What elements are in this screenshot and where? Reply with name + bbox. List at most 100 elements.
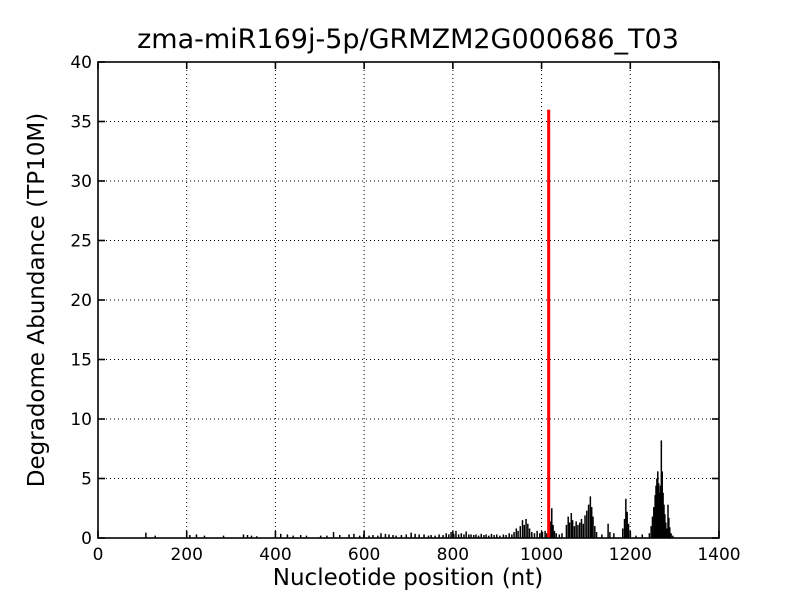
spike-bar bbox=[490, 533, 493, 538]
spike-bar bbox=[395, 535, 397, 538]
spike-bar bbox=[508, 533, 510, 538]
spike-bar bbox=[493, 535, 495, 538]
spike-bar bbox=[450, 532, 452, 538]
spike-bar bbox=[445, 533, 447, 538]
spike-bar bbox=[662, 492, 664, 538]
spike-bar bbox=[613, 533, 615, 538]
spike-bar bbox=[455, 530, 457, 538]
spike-bar bbox=[666, 528, 668, 538]
spike-bar bbox=[539, 533, 541, 538]
spike-bar bbox=[594, 526, 596, 538]
spike-bar bbox=[372, 535, 374, 538]
spike-bar bbox=[589, 496, 592, 538]
spike-bar bbox=[527, 523, 529, 538]
spike-bar bbox=[577, 524, 579, 538]
spike-bar bbox=[595, 532, 598, 538]
spike-bar bbox=[648, 533, 651, 538]
spike-bar bbox=[377, 535, 379, 538]
y-tick-label: 40 bbox=[70, 53, 92, 73]
spike-bar bbox=[580, 518, 583, 538]
spike-bar bbox=[635, 535, 637, 538]
spike-bar bbox=[651, 516, 654, 538]
spike-bar bbox=[470, 534, 472, 538]
spike-bar bbox=[380, 533, 382, 538]
y-tick-label: 0 bbox=[81, 529, 92, 549]
spike-bar bbox=[555, 533, 557, 538]
spike-bar bbox=[145, 532, 147, 538]
spike-bar bbox=[625, 498, 627, 538]
spike-bar bbox=[222, 535, 225, 538]
spike-bar bbox=[541, 532, 544, 538]
y-tick-label: 15 bbox=[70, 351, 92, 371]
spike-bar bbox=[465, 531, 467, 538]
y-tick-label: 10 bbox=[70, 410, 92, 430]
spike-bar bbox=[463, 534, 465, 538]
tick-marks bbox=[97, 61, 720, 539]
spike-bar bbox=[434, 535, 436, 538]
spike-bar bbox=[658, 492, 661, 538]
spike-bar bbox=[663, 504, 665, 538]
spike-bar bbox=[650, 526, 652, 538]
spike-bar bbox=[575, 521, 577, 538]
spike-bar bbox=[358, 535, 361, 538]
spike-bar bbox=[460, 533, 463, 538]
spike-bar bbox=[656, 478, 658, 538]
spike-bar bbox=[668, 517, 670, 538]
spike-bar bbox=[592, 516, 594, 538]
grid-layer bbox=[98, 62, 719, 538]
spike-bar bbox=[326, 535, 328, 538]
y-axis-label: Degradome Abundance (TP10M) bbox=[24, 113, 50, 487]
degradome-spikes bbox=[145, 440, 674, 538]
spike-bar bbox=[410, 532, 412, 538]
spike-bar bbox=[553, 530, 556, 538]
spike-bar bbox=[561, 533, 563, 538]
spike-bar bbox=[623, 518, 626, 538]
plot-title: zma-miR169j-5p/GRMZM2G000686_T03 bbox=[137, 24, 679, 55]
spike-bar bbox=[292, 535, 294, 538]
spike-bar bbox=[517, 530, 519, 538]
spike-bar bbox=[609, 532, 611, 538]
spike-bar bbox=[558, 534, 561, 538]
spike-bar bbox=[568, 522, 571, 538]
spike-bar bbox=[627, 523, 630, 538]
spike-bar bbox=[544, 530, 546, 538]
spike-bar bbox=[573, 526, 576, 538]
spike-bar bbox=[299, 535, 302, 538]
spike-bar bbox=[590, 507, 593, 538]
x-axis-label: Nucleotide position (nt) bbox=[273, 565, 543, 591]
spike-bar bbox=[189, 535, 191, 538]
spike-bar bbox=[319, 535, 322, 538]
spike-bar bbox=[286, 534, 289, 538]
spike-bar bbox=[400, 535, 403, 538]
spike-bar bbox=[339, 535, 341, 538]
spike-bar bbox=[655, 485, 657, 538]
spike-bar bbox=[670, 533, 672, 538]
x-tick-label: 1000 bbox=[520, 545, 563, 565]
spike-bar bbox=[660, 440, 663, 538]
spike-bar bbox=[672, 535, 674, 538]
spike-bar bbox=[472, 535, 475, 538]
spike-bar bbox=[154, 535, 156, 538]
spike-bar bbox=[565, 524, 568, 538]
spike-bar bbox=[626, 511, 628, 538]
y-tick-label: 35 bbox=[70, 113, 92, 133]
x-tick-label: 600 bbox=[348, 545, 380, 565]
spike-bar bbox=[483, 535, 485, 538]
spike-bar bbox=[659, 485, 662, 538]
spike-bar bbox=[552, 524, 554, 538]
spike-bar bbox=[496, 534, 498, 538]
spike-bar bbox=[280, 533, 282, 538]
x-tick-label: 1400 bbox=[697, 545, 740, 565]
spike-bar bbox=[657, 483, 660, 538]
spike-bar bbox=[641, 534, 644, 538]
spike-bar bbox=[242, 534, 245, 538]
spike-bar bbox=[584, 515, 586, 538]
spike-bar bbox=[570, 513, 573, 538]
spike-bar bbox=[353, 533, 355, 538]
spike-bar bbox=[423, 534, 425, 538]
spike-bar bbox=[661, 471, 663, 538]
spike-bar bbox=[571, 520, 574, 538]
spike-bar bbox=[485, 534, 487, 538]
